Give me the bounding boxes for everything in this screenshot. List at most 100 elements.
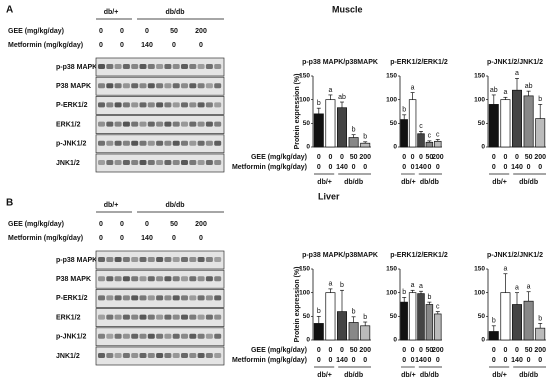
blot-band: [197, 83, 205, 89]
bar: [434, 140, 442, 148]
blot-band: [114, 276, 122, 282]
blot-band: [131, 140, 139, 146]
significance-letter: b: [402, 289, 406, 296]
significance-letter: a: [503, 89, 507, 96]
blot-band: [131, 257, 139, 262]
blot-band: [156, 160, 164, 165]
blot-band: [172, 102, 180, 108]
y-tick-label: 0: [306, 144, 310, 151]
blot-band: [189, 140, 197, 146]
blot-band: [147, 83, 155, 89]
blot-band: [131, 160, 139, 165]
bar: [400, 301, 408, 341]
significance-letter: b: [427, 294, 431, 301]
dose: 200: [534, 154, 546, 161]
y-tick-label: 150: [386, 266, 397, 273]
dose: 50: [170, 28, 178, 35]
blot-band: [147, 314, 155, 320]
dose: 0: [120, 42, 124, 49]
significance-letter: a: [328, 87, 332, 94]
blot-band: [156, 353, 164, 358]
blot-band: [214, 314, 222, 320]
significance-letter: b: [317, 308, 321, 315]
y-tick-label: 100: [299, 96, 310, 103]
blot-band: [189, 83, 197, 89]
dose: 0: [199, 235, 203, 242]
blot-band: [114, 102, 122, 108]
dose: 0: [340, 347, 344, 354]
blot-band: [181, 353, 188, 358]
blot-band: [197, 64, 205, 69]
group-label: db/+: [317, 372, 332, 379]
blot-band: [106, 295, 114, 301]
bar: [313, 113, 324, 148]
dose: 0: [503, 154, 507, 161]
blot-band: [172, 83, 180, 89]
blot-band: [172, 353, 180, 358]
chart-title: p-JNK1/2/JNK1/2: [487, 59, 543, 66]
row-label: GEE (mg/kg/day): [8, 28, 64, 35]
y-axis-label: Protein expression (%): [294, 74, 301, 150]
y-tick-label: 150: [386, 73, 397, 80]
blot-label: p-p38 MAPK: [56, 257, 97, 264]
dose: 200: [195, 28, 207, 35]
blot-band: [189, 257, 197, 262]
blot-label: ERK1/2: [56, 121, 81, 128]
row-label: Metformin (mg/kg/day): [232, 164, 307, 171]
blot-band: [214, 276, 222, 282]
dose: 0: [503, 347, 507, 354]
blot-band: [122, 140, 130, 146]
blot-band: [106, 333, 114, 339]
blot-band: [172, 333, 180, 339]
blot-band: [164, 276, 172, 282]
significance-letter: a: [419, 283, 423, 290]
blot-band: [164, 257, 172, 262]
dose: 0: [411, 154, 415, 161]
blot-band: [98, 314, 105, 320]
dose: 0: [527, 164, 531, 171]
dose: 0: [352, 357, 356, 364]
group-label: db/db: [344, 372, 363, 379]
blot-band: [131, 333, 139, 339]
blot-band: [139, 295, 147, 301]
blot-band: [164, 333, 172, 339]
blot-label: p-JNK1/2: [56, 334, 86, 341]
blot-band: [164, 83, 172, 89]
blot-band: [131, 353, 139, 358]
dose: 0: [492, 347, 496, 354]
group-label: db/+: [104, 202, 119, 209]
blot-band: [205, 314, 213, 320]
significance-letter: b: [340, 282, 344, 289]
dose: 0: [145, 221, 149, 228]
dose: 0: [411, 347, 415, 354]
blot-label: JNK1/2: [56, 353, 80, 360]
panel-title: Muscle: [332, 4, 363, 14]
blot-band: [156, 333, 164, 339]
blot-band: [106, 121, 114, 127]
significance-letter: b: [363, 314, 367, 321]
blot-band: [205, 333, 213, 339]
bar: [337, 311, 347, 341]
blot-band: [205, 295, 213, 301]
significance-letter: a: [411, 282, 415, 289]
bar: [535, 327, 546, 341]
y-tick-label: 100: [386, 96, 397, 103]
significance-letter: c: [428, 133, 432, 140]
group-label: db/db: [165, 9, 184, 16]
dose: 0: [436, 164, 440, 171]
blot-band: [181, 64, 188, 69]
y-tick-label: 150: [299, 73, 310, 80]
blot-band: [98, 160, 105, 165]
blot-band: [156, 314, 164, 320]
blot-band: [147, 276, 155, 282]
bar: [360, 325, 371, 341]
blot-band: [214, 121, 222, 127]
dose: 0: [402, 164, 406, 171]
blot-band: [114, 160, 122, 165]
blot-band: [156, 295, 164, 301]
bar: [408, 292, 417, 341]
dose: 0: [328, 164, 332, 171]
dose: 0: [99, 28, 103, 35]
blot-band: [189, 64, 197, 69]
